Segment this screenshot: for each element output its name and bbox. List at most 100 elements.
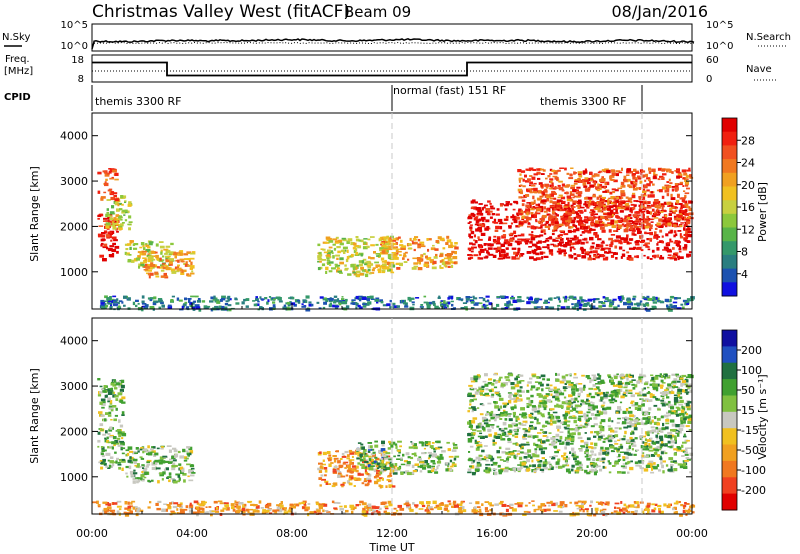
echo-pixel xyxy=(577,405,582,408)
echo-pixel xyxy=(492,238,497,242)
echo-pixel xyxy=(522,416,527,419)
echo-pixel xyxy=(430,465,433,469)
echo-pixel xyxy=(121,384,125,389)
echo-pixel xyxy=(676,214,680,217)
echo-pixel xyxy=(540,184,544,188)
echo-pixel xyxy=(344,267,349,270)
echo-pixel xyxy=(649,258,653,260)
echo-pixel xyxy=(465,300,469,303)
echo-pixel xyxy=(574,455,579,459)
echo-pixel xyxy=(346,256,350,260)
echo-pixel xyxy=(593,405,598,409)
echo-pixel xyxy=(508,233,513,236)
echo-pixel xyxy=(120,195,124,199)
echo-pixel xyxy=(623,237,629,241)
echo-pixel xyxy=(530,237,536,241)
echo-pixel xyxy=(386,479,391,481)
echo-pixel xyxy=(382,304,388,307)
echo-pixel xyxy=(546,213,551,216)
echo-pixel xyxy=(184,450,189,453)
echo-pixel xyxy=(587,377,592,380)
echo-pixel xyxy=(381,260,387,263)
echo-pixel xyxy=(114,414,118,417)
echo-pixel xyxy=(380,242,385,244)
echo-pixel xyxy=(505,434,510,437)
echo-pixel xyxy=(186,463,191,466)
echo-pixel xyxy=(552,175,558,178)
echo-pixel xyxy=(450,264,454,268)
echo-pixel xyxy=(143,266,148,268)
echo-pixel xyxy=(111,446,114,450)
echo-pixel xyxy=(325,298,329,303)
echo-pixel xyxy=(574,404,580,407)
echo-pixel xyxy=(593,388,597,391)
echo-pixel xyxy=(547,468,551,471)
echo-pixel xyxy=(673,378,678,382)
echo-pixel xyxy=(689,457,692,460)
echo-pixel xyxy=(377,270,382,274)
echo-pixel xyxy=(407,243,411,246)
echo-pixel xyxy=(617,304,620,308)
echo-pixel xyxy=(366,245,370,249)
echo-pixel xyxy=(656,383,660,387)
echo-pixel xyxy=(414,236,419,239)
echo-pixel xyxy=(147,452,153,456)
echo-pixel xyxy=(616,421,620,424)
echo-pixel xyxy=(650,454,656,457)
echo-pixel xyxy=(426,463,430,465)
echo-pixel xyxy=(498,251,501,255)
echo-pixel xyxy=(366,462,371,465)
echo-pixel xyxy=(489,303,492,306)
echo-pixel xyxy=(502,229,506,233)
echo-pixel xyxy=(518,422,522,425)
echo-pixel xyxy=(481,223,486,228)
echo-pixel xyxy=(324,469,328,473)
echo-pixel xyxy=(633,214,637,218)
echo-pixel xyxy=(615,252,618,255)
echo-pixel xyxy=(674,185,679,189)
echo-pixel xyxy=(661,403,666,407)
echo-pixel xyxy=(506,252,509,256)
echo-pixel xyxy=(191,270,194,273)
echo-pixel xyxy=(169,261,173,265)
echo-pixel xyxy=(98,411,103,414)
echo-pixel xyxy=(106,172,110,175)
echo-pixel xyxy=(427,451,432,454)
echo-pixel xyxy=(360,443,364,446)
echo-pixel xyxy=(542,220,545,222)
echo-pixel xyxy=(409,237,412,241)
echo-pixel xyxy=(574,303,579,305)
echo-pixel xyxy=(673,394,679,396)
echo-pixel xyxy=(656,454,660,457)
echo-pixel xyxy=(549,168,553,172)
echo-pixel xyxy=(632,184,635,189)
echo-pixel xyxy=(379,254,381,258)
echo-pixel xyxy=(170,299,174,303)
echo-pixel xyxy=(603,213,608,215)
echo-pixel xyxy=(628,220,633,223)
echo-pixel xyxy=(656,243,659,246)
echo-pixel xyxy=(542,415,545,418)
echo-pixel xyxy=(419,461,425,464)
echo-pixel xyxy=(111,248,117,253)
echo-pixel xyxy=(337,298,340,302)
echo-pixel xyxy=(598,188,602,190)
echo-pixel xyxy=(476,389,479,393)
echo-pixel xyxy=(587,182,591,185)
echo-pixel xyxy=(680,419,684,422)
echo-pixel xyxy=(341,296,344,298)
echo-pixel xyxy=(605,181,610,186)
echo-pixel xyxy=(113,300,118,303)
echo-pixel xyxy=(546,208,549,211)
echo-pixel xyxy=(661,427,666,431)
echo-pixel xyxy=(370,448,375,451)
echo-pixel xyxy=(396,267,401,270)
echo-pixel xyxy=(610,169,615,173)
echo-pixel xyxy=(608,237,614,241)
echo-pixel xyxy=(373,460,377,464)
echo-pixel xyxy=(485,412,489,416)
echo-pixel xyxy=(147,253,150,255)
echo-pixel xyxy=(521,300,525,302)
echo-pixel xyxy=(504,239,509,242)
echo-pixel xyxy=(290,302,296,306)
